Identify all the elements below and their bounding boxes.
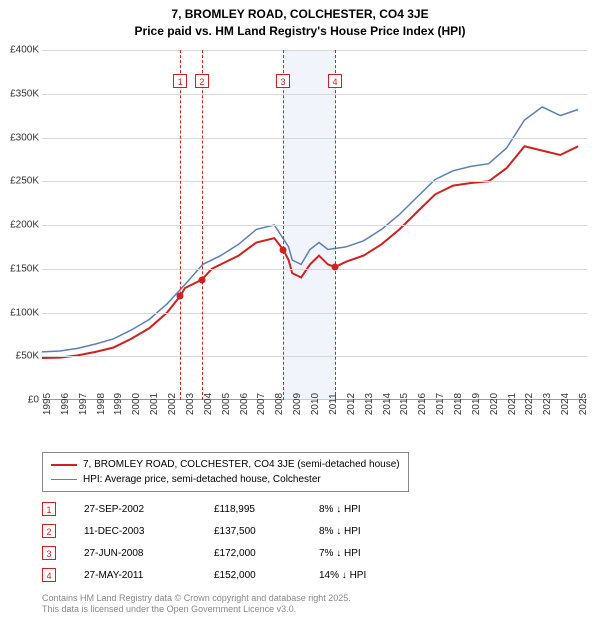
marker-box: 3 — [276, 74, 290, 88]
legend: 7, BROMLEY ROAD, COLCHESTER, CO4 3JE (se… — [42, 452, 409, 492]
sales-date: 11-DEC-2003 — [84, 526, 214, 537]
x-tick-label: 2007 — [256, 393, 267, 415]
x-tick-label: 2021 — [507, 393, 518, 415]
sales-delta: 14% ↓ HPI — [319, 570, 399, 581]
title-block: 7, BROMLEY ROAD, COLCHESTER, CO4 3JE Pri… — [0, 0, 600, 40]
sales-delta: 8% ↓ HPI — [319, 526, 399, 537]
y-tick-label: £250K — [10, 176, 39, 187]
x-tick-label: 2014 — [382, 393, 393, 415]
marker-box: 1 — [173, 74, 187, 88]
gridline — [42, 225, 587, 226]
x-tick-label: 2002 — [167, 393, 178, 415]
legend-label: 7, BROMLEY ROAD, COLCHESTER, CO4 3JE (se… — [83, 457, 400, 472]
sales-date: 27-SEP-2002 — [84, 504, 214, 515]
legend-swatch — [51, 464, 77, 466]
sales-table: 1 27-SEP-2002£118,9958% ↓ HPI 2 11-DEC-2003… — [42, 498, 399, 586]
sales-marker: 2 — [42, 524, 56, 538]
x-tick-label: 2024 — [560, 393, 571, 415]
x-tick-label: 2005 — [221, 393, 232, 415]
legend-row: HPI: Average price, semi-detached house,… — [51, 472, 400, 487]
x-tick-label: 1997 — [78, 393, 89, 415]
gridline — [42, 313, 587, 314]
sales-row: 2 11-DEC-2003£137,5008% ↓ HPI — [42, 520, 399, 542]
sales-marker: 3 — [42, 546, 56, 560]
y-tick-label: £400K — [10, 45, 39, 56]
sales-marker: 1 — [42, 502, 56, 516]
x-tick-label: 2003 — [185, 393, 196, 415]
x-tick-label: 2017 — [435, 393, 446, 415]
sales-row: 1 27-SEP-2002£118,9958% ↓ HPI — [42, 498, 399, 520]
gridline — [42, 50, 587, 51]
chart-area: £0£50K£100K£150K£200K£250K£300K£350K£400… — [42, 50, 587, 420]
sale-dot — [177, 292, 184, 299]
sales-price: £118,995 — [214, 504, 319, 515]
gridline — [42, 94, 587, 95]
sales-marker: 4 — [42, 568, 56, 582]
title-line-1: 7, BROMLEY ROAD, COLCHESTER, CO4 3JE — [0, 6, 600, 23]
x-tick-label: 2018 — [453, 393, 464, 415]
x-tick-label: 1996 — [60, 393, 71, 415]
chart-container: 7, BROMLEY ROAD, COLCHESTER, CO4 3JE Pri… — [0, 0, 600, 620]
sales-price: £172,000 — [214, 548, 319, 559]
legend-label: HPI: Average price, semi-detached house,… — [83, 472, 321, 487]
sales-delta: 8% ↓ HPI — [319, 504, 399, 515]
x-tick-label: 2009 — [292, 393, 303, 415]
x-tick-label: 2016 — [417, 393, 428, 415]
x-tick-label: 2025 — [578, 393, 589, 415]
plot-area: £0£50K£100K£150K£200K£250K£300K£350K£400… — [42, 50, 587, 400]
x-tick-label: 2004 — [203, 393, 214, 415]
x-tick-label: 2001 — [149, 393, 160, 415]
series-hpi — [42, 107, 578, 352]
x-tick-label: 2023 — [542, 393, 553, 415]
footer-line-1: Contains HM Land Registry data © Crown c… — [42, 593, 351, 605]
marker-box: 2 — [195, 74, 209, 88]
x-tick-label: 1998 — [96, 393, 107, 415]
sale-dot — [332, 264, 339, 271]
gridline — [42, 269, 587, 270]
x-tick-label: 2000 — [131, 393, 142, 415]
marker-line — [335, 50, 336, 400]
gridline — [42, 181, 587, 182]
marker-line — [180, 50, 181, 400]
title-line-2: Price paid vs. HM Land Registry's House … — [0, 23, 600, 40]
x-tick-label: 2019 — [471, 393, 482, 415]
gridline — [42, 356, 587, 357]
footer: Contains HM Land Registry data © Crown c… — [42, 593, 351, 616]
sales-date: 27-JUN-2008 — [84, 548, 214, 559]
sales-date: 27-MAY-2011 — [84, 570, 214, 581]
y-tick-label: £300K — [10, 132, 39, 143]
gridline — [42, 138, 587, 139]
y-tick-label: £200K — [10, 220, 39, 231]
sales-row: 3 27-JUN-2008£172,0007% ↓ HPI — [42, 542, 399, 564]
marker-line — [202, 50, 203, 400]
x-tick-label: 2012 — [346, 393, 357, 415]
sales-delta: 7% ↓ HPI — [319, 548, 399, 559]
sale-dot — [280, 246, 287, 253]
legend-row: 7, BROMLEY ROAD, COLCHESTER, CO4 3JE (se… — [51, 457, 400, 472]
y-tick-label: £50K — [16, 351, 39, 362]
y-tick-label: £0 — [28, 395, 39, 406]
x-tick-label: 1995 — [42, 393, 53, 415]
sales-row: 4 27-MAY-2011£152,00014% ↓ HPI — [42, 564, 399, 586]
y-tick-label: £350K — [10, 88, 39, 99]
x-tick-label: 2013 — [364, 393, 375, 415]
sales-price: £137,500 — [214, 526, 319, 537]
marker-line — [283, 50, 284, 400]
footer-line-2: This data is licensed under the Open Gov… — [42, 604, 351, 616]
x-tick-label: 2010 — [310, 393, 321, 415]
x-tick-label: 1999 — [113, 393, 124, 415]
x-tick-label: 2006 — [239, 393, 250, 415]
x-tick-label: 2011 — [328, 393, 339, 415]
x-tick-label: 2020 — [489, 393, 500, 415]
x-tick-label: 2015 — [399, 393, 410, 415]
x-tick-label: 2022 — [524, 393, 535, 415]
marker-box: 4 — [328, 74, 342, 88]
y-tick-label: £150K — [10, 263, 39, 274]
sales-price: £152,000 — [214, 570, 319, 581]
series-price_paid — [42, 146, 578, 358]
legend-swatch — [51, 479, 77, 481]
sale-dot — [198, 276, 205, 283]
y-tick-label: £100K — [10, 307, 39, 318]
